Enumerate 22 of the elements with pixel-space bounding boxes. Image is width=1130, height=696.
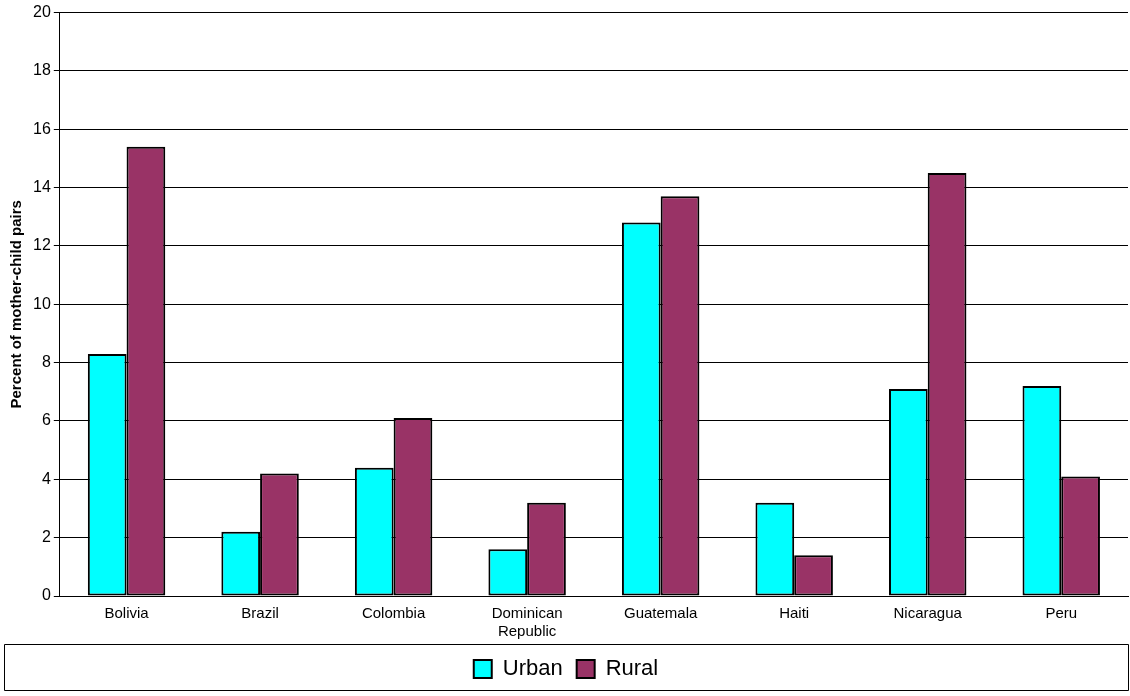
x-tick-label: Guatemala <box>623 604 699 622</box>
y-tick-label: 0 <box>41 586 51 604</box>
x-tick-label: Colombia <box>361 604 426 622</box>
y-tick-label: 6 <box>41 411 51 429</box>
x-tick-label: Dominican Republic <box>491 604 563 640</box>
y-tick-label: 18 <box>33 61 51 79</box>
x-tick-label: Nicaragua <box>893 604 963 622</box>
y-tick-label: 14 <box>33 178 51 196</box>
y-tick-label: 10 <box>33 294 51 312</box>
y-tick-label: 16 <box>33 119 51 137</box>
x-tick-label: Haiti <box>779 604 810 622</box>
y-tick-label: 12 <box>33 236 51 254</box>
x-tick-label: Brazil <box>241 604 279 622</box>
legend-label: Urban <box>502 655 563 681</box>
y-tick-label: 4 <box>41 469 51 487</box>
y-tick-label: 2 <box>41 528 51 546</box>
legend-label: Rural <box>605 655 659 681</box>
y-tick-label: 8 <box>41 353 51 371</box>
x-tick-label: Peru <box>1045 604 1078 622</box>
y-axis-title: Percent of mother-child pairs <box>7 200 25 409</box>
x-tick-label: Bolivia <box>104 604 150 622</box>
y-tick-label: 20 <box>33 3 51 21</box>
